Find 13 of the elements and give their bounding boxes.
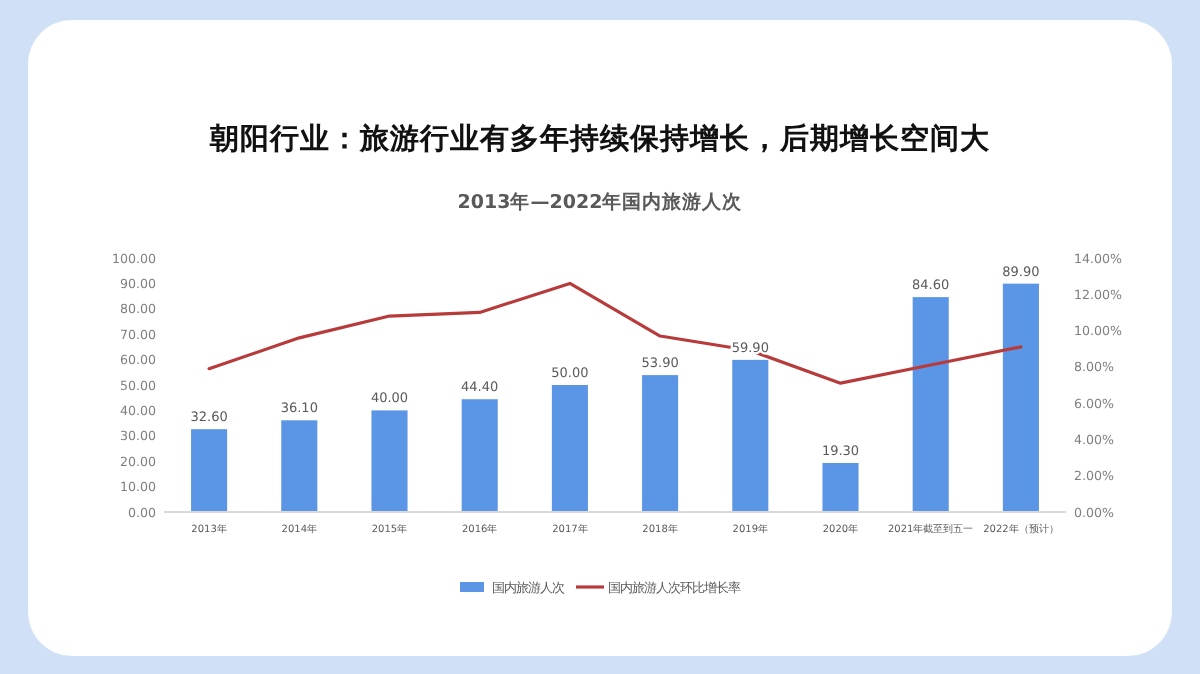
chart-subtitle: 2013年—2022年国内旅游人次: [457, 190, 745, 214]
bar: [822, 462, 859, 512]
line-series: [207, 281, 1023, 385]
bar: [551, 385, 588, 512]
bar: [732, 359, 769, 512]
bar: [461, 399, 498, 512]
bar: [642, 375, 679, 512]
bar: [912, 297, 949, 512]
bar: [371, 410, 408, 512]
bar: [281, 420, 318, 512]
chart-title: 朝阳行业：旅游行业有多年持续保持增长，后期增长空间大: [208, 120, 992, 156]
bar: [191, 429, 228, 512]
bar: [1002, 283, 1039, 512]
